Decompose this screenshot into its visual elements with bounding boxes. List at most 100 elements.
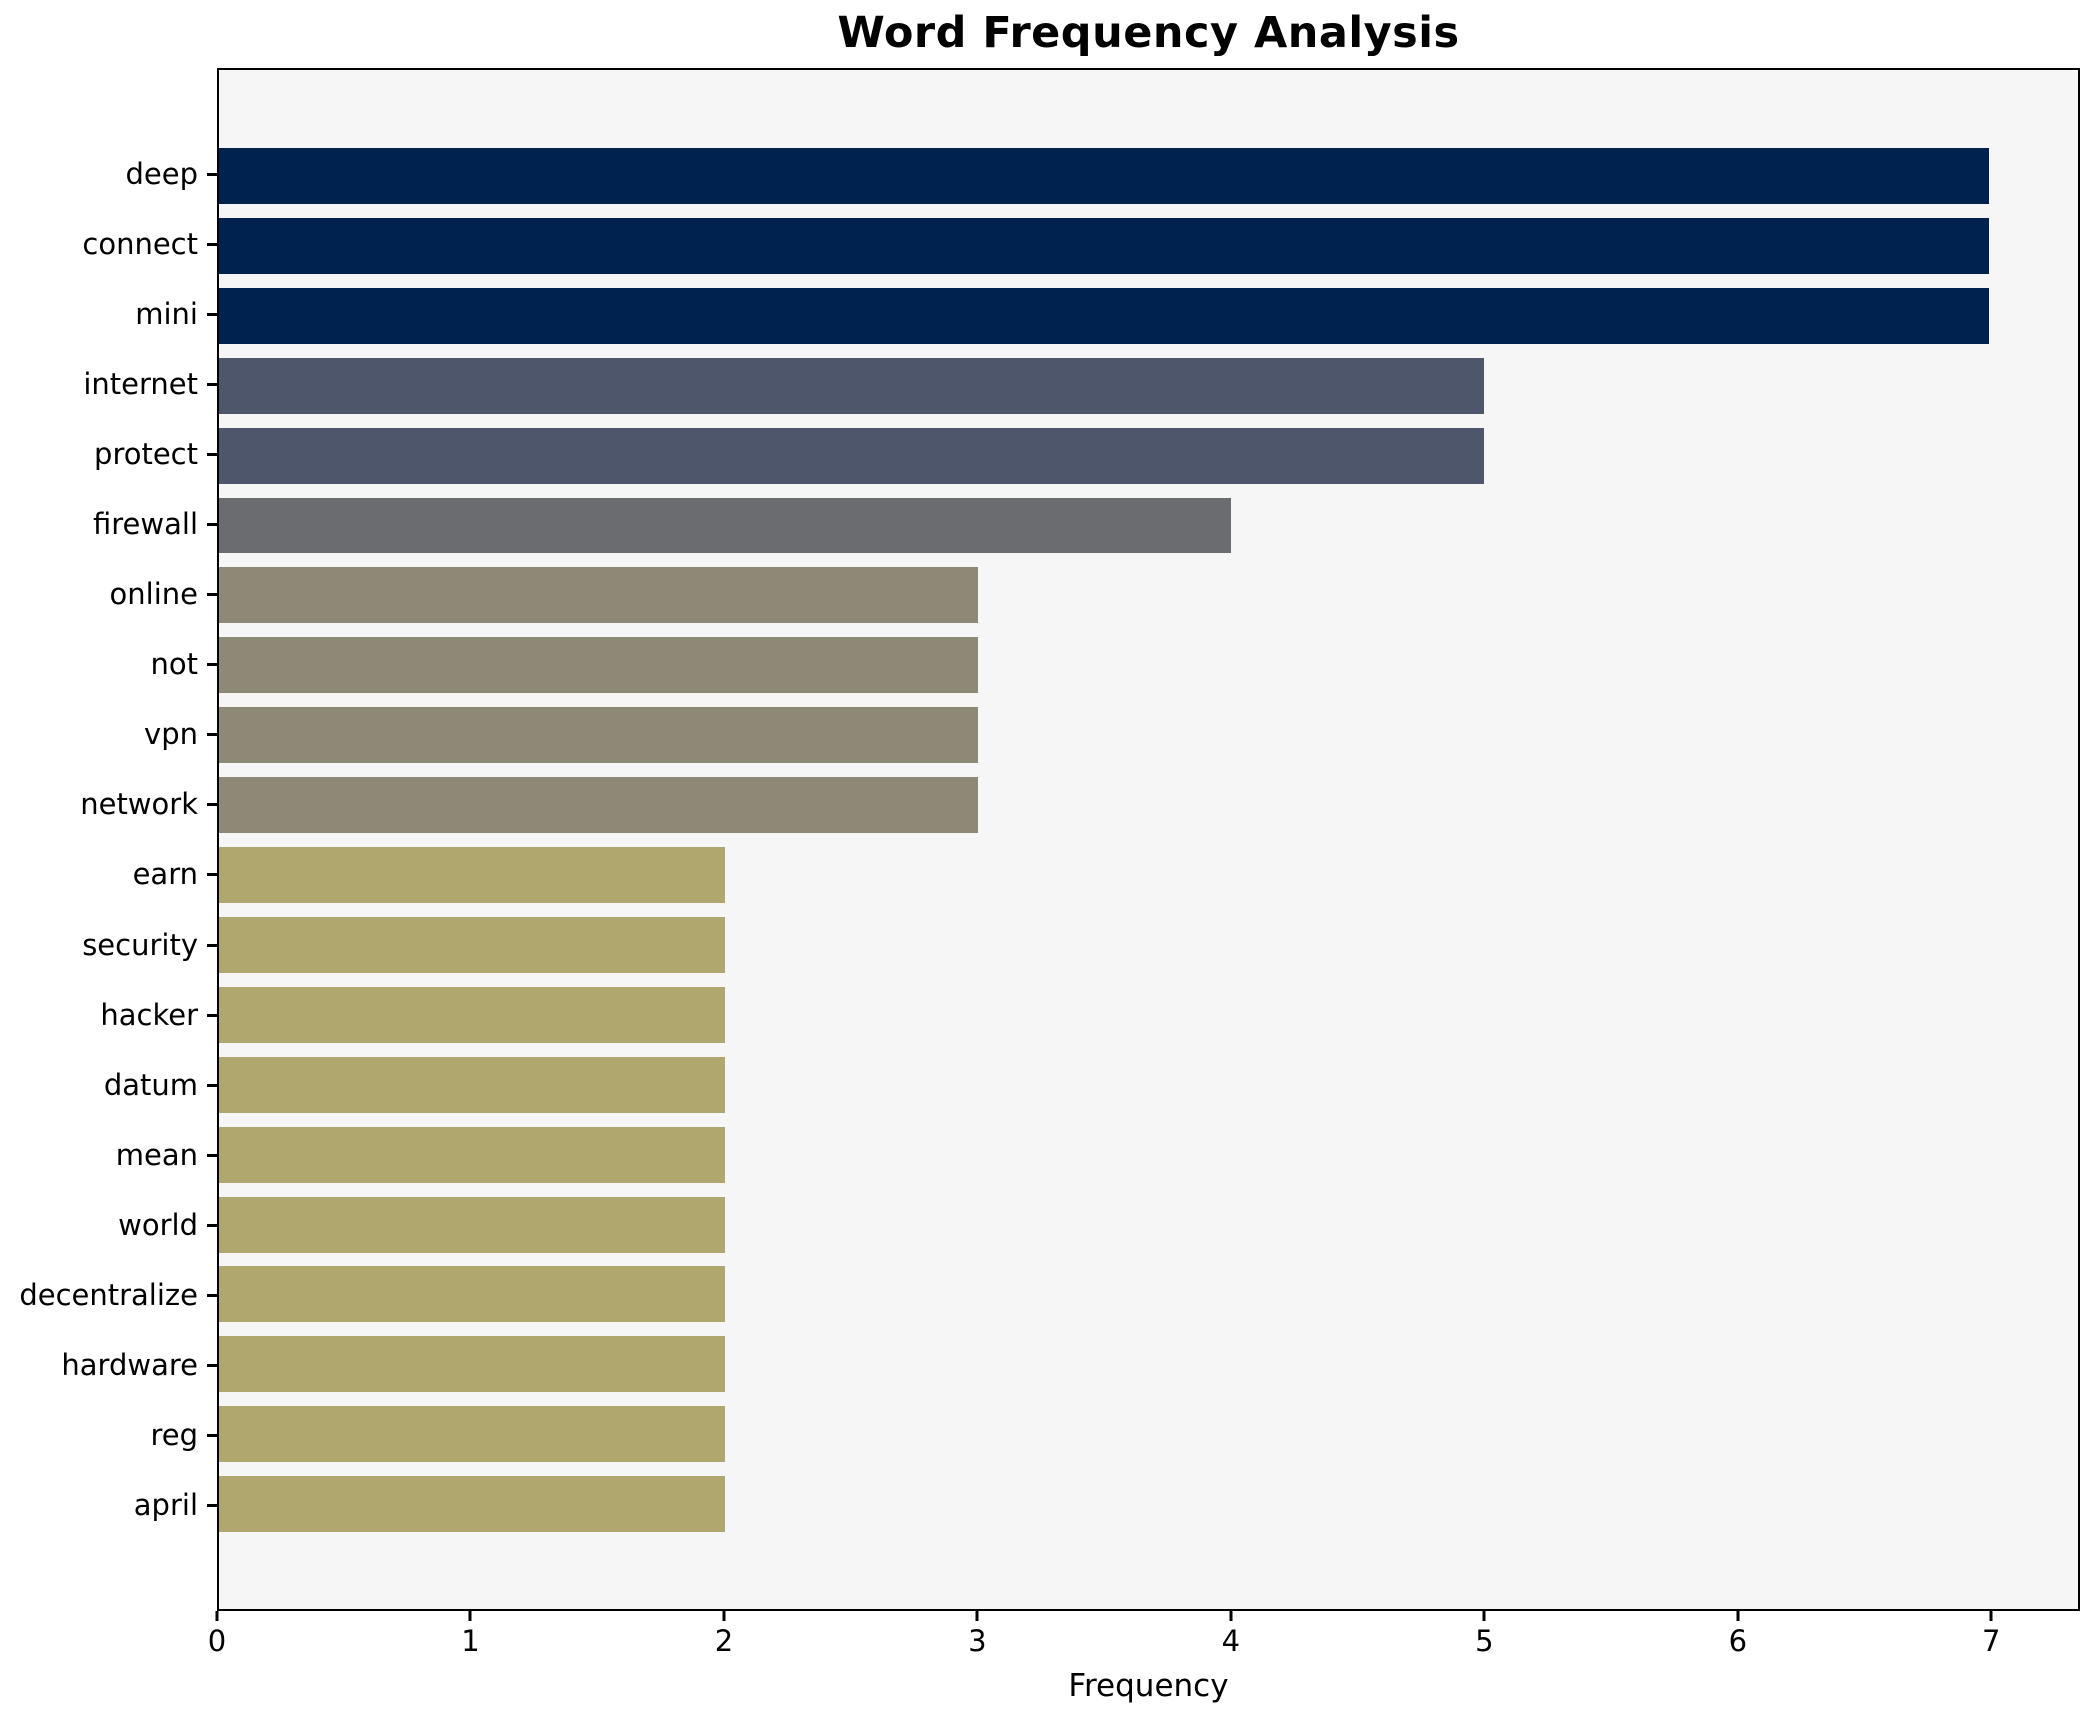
y-tick-mark	[207, 523, 217, 527]
x-tick-label: 3	[968, 1624, 987, 1658]
bar-row	[219, 1050, 2078, 1120]
y-tick-label: network	[80, 787, 198, 822]
bar-world	[219, 1196, 725, 1253]
bar-row	[219, 351, 2078, 421]
y-tick-mark	[207, 1083, 217, 1087]
bar-protect	[219, 427, 1484, 484]
chart-title: Word Frequency Analysis	[837, 8, 1460, 58]
bar-mean	[219, 1126, 725, 1183]
bar-mini	[219, 287, 1990, 344]
bar-deep	[219, 147, 1990, 204]
bar-row	[219, 421, 2078, 491]
x-tick-mark	[1736, 1611, 1740, 1621]
bars-layer	[219, 141, 2078, 1539]
y-tick-label: world	[118, 1207, 198, 1242]
y-tick-mark	[207, 1223, 217, 1227]
y-axis-row: decentralize	[0, 1261, 217, 1331]
y-axis-row: firewall	[0, 489, 217, 559]
y-axis-row: hardware	[0, 1331, 217, 1401]
bar-not	[219, 637, 978, 694]
x-tick-mark	[722, 1611, 726, 1621]
plot-area	[217, 68, 2080, 1611]
bar-hardware	[219, 1336, 725, 1393]
bar-row	[219, 1120, 2078, 1190]
y-tick-mark	[207, 452, 217, 456]
y-tick-label: deep	[125, 156, 199, 191]
y-axis-row: network	[0, 770, 217, 840]
x-tick-mark	[215, 1611, 219, 1621]
bar-row	[219, 211, 2078, 281]
y-tick-mark	[207, 382, 217, 386]
x-tick-label: 4	[1221, 1624, 1241, 1658]
y-tick-label: mini	[135, 296, 198, 331]
bar-april	[219, 1476, 725, 1533]
y-tick-mark	[207, 593, 217, 597]
y-tick-label: hacker	[100, 997, 198, 1032]
y-tick-label: connect	[82, 226, 198, 261]
bar-row	[219, 491, 2078, 561]
x-tick-mark	[468, 1611, 472, 1621]
x-tick-mark	[975, 1611, 979, 1621]
bar-row	[219, 560, 2078, 630]
bar-network	[219, 777, 978, 834]
bar-row	[219, 1469, 2078, 1539]
y-axis-row: datum	[0, 1050, 217, 1120]
y-axis-row: deep	[0, 139, 217, 209]
y-tick-mark	[207, 312, 217, 316]
y-tick-label: vpn	[144, 717, 198, 752]
y-axis-row: mean	[0, 1120, 217, 1190]
x-tick-label: 5	[1475, 1624, 1494, 1658]
y-tick-mark	[207, 1294, 217, 1298]
bar-decentralize	[219, 1266, 725, 1323]
y-axis-row: protect	[0, 419, 217, 489]
y-tick-mark	[207, 1364, 217, 1368]
y-tick-mark	[207, 1504, 217, 1508]
x-tick-label: 1	[461, 1624, 480, 1658]
bar-earn	[219, 847, 725, 903]
bar-connect	[219, 217, 1990, 274]
y-tick-mark	[207, 873, 217, 877]
bar-datum	[219, 1056, 725, 1113]
y-axis-row: mini	[0, 279, 217, 349]
bar-hacker	[219, 986, 725, 1043]
bar-security	[219, 916, 725, 973]
y-tick-label: not	[150, 647, 199, 682]
x-axis-label: Frequency	[1068, 1668, 1229, 1704]
x-tick-label: 0	[207, 1624, 227, 1658]
bar-vpn	[219, 707, 978, 764]
y-axis-row: earn	[0, 840, 217, 910]
y-tick-mark	[207, 733, 217, 737]
y-axis-row: not	[0, 630, 217, 700]
bar-row	[219, 1260, 2078, 1330]
bar-row	[219, 1399, 2078, 1469]
bar-online	[219, 567, 978, 624]
y-axis-row: internet	[0, 349, 217, 419]
y-axis-row: vpn	[0, 700, 217, 770]
bar-row	[219, 770, 2078, 840]
y-axis-row: april	[0, 1471, 217, 1541]
y-tick-label: hardware	[61, 1348, 198, 1383]
bar-row	[219, 630, 2078, 700]
x-tick-mark	[1989, 1611, 1993, 1621]
y-axis: deep connect mini internet protect firewall on…	[0, 68, 217, 1611]
y-tick-label: datum	[103, 1067, 198, 1102]
y-axis-row: security	[0, 910, 217, 980]
y-tick-mark	[207, 1153, 217, 1157]
y-axis-row: world	[0, 1190, 217, 1260]
bar-row	[219, 980, 2078, 1050]
bar-row	[219, 1329, 2078, 1399]
y-tick-label: internet	[83, 366, 198, 401]
bar-row	[219, 141, 2078, 211]
bar-row	[219, 910, 2078, 980]
y-axis-row: connect	[0, 209, 217, 279]
x-tick-mark	[1229, 1611, 1233, 1621]
x-axis: 0 1 2 3 4 5 6 7	[208, 1611, 2080, 1681]
y-tick-mark	[207, 242, 217, 246]
y-tick-mark	[207, 1013, 217, 1017]
x-tick-label: 6	[1728, 1624, 1748, 1658]
bar-internet	[219, 357, 1484, 414]
y-tick-mark	[207, 943, 217, 947]
y-tick-mark	[207, 663, 217, 667]
y-tick-label: mean	[115, 1137, 198, 1172]
y-tick-label: earn	[132, 857, 198, 892]
